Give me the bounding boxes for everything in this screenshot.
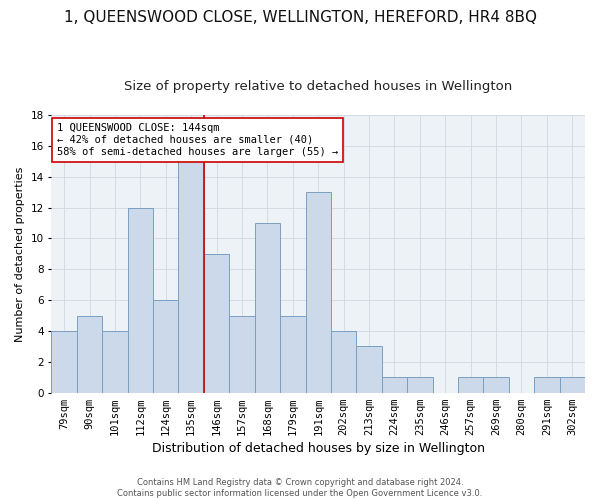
- Text: Contains HM Land Registry data © Crown copyright and database right 2024.
Contai: Contains HM Land Registry data © Crown c…: [118, 478, 482, 498]
- Bar: [356, 346, 382, 393]
- Y-axis label: Number of detached properties: Number of detached properties: [15, 166, 25, 342]
- Bar: [255, 223, 280, 392]
- Bar: [280, 316, 305, 392]
- Bar: [153, 300, 178, 392]
- Bar: [331, 331, 356, 392]
- Bar: [407, 378, 433, 392]
- Bar: [102, 331, 128, 392]
- Bar: [458, 378, 484, 392]
- Bar: [77, 316, 102, 392]
- Title: Size of property relative to detached houses in Wellington: Size of property relative to detached ho…: [124, 80, 512, 93]
- Bar: [305, 192, 331, 392]
- Bar: [178, 162, 204, 392]
- X-axis label: Distribution of detached houses by size in Wellington: Distribution of detached houses by size …: [152, 442, 485, 455]
- Text: 1, QUEENSWOOD CLOSE, WELLINGTON, HEREFORD, HR4 8BQ: 1, QUEENSWOOD CLOSE, WELLINGTON, HEREFOR…: [64, 10, 536, 25]
- Bar: [229, 316, 255, 392]
- Bar: [52, 331, 77, 392]
- Bar: [382, 378, 407, 392]
- Bar: [534, 378, 560, 392]
- Bar: [204, 254, 229, 392]
- Bar: [128, 208, 153, 392]
- Bar: [560, 378, 585, 392]
- Text: 1 QUEENSWOOD CLOSE: 144sqm
← 42% of detached houses are smaller (40)
58% of semi: 1 QUEENSWOOD CLOSE: 144sqm ← 42% of deta…: [57, 124, 338, 156]
- Bar: [484, 378, 509, 392]
